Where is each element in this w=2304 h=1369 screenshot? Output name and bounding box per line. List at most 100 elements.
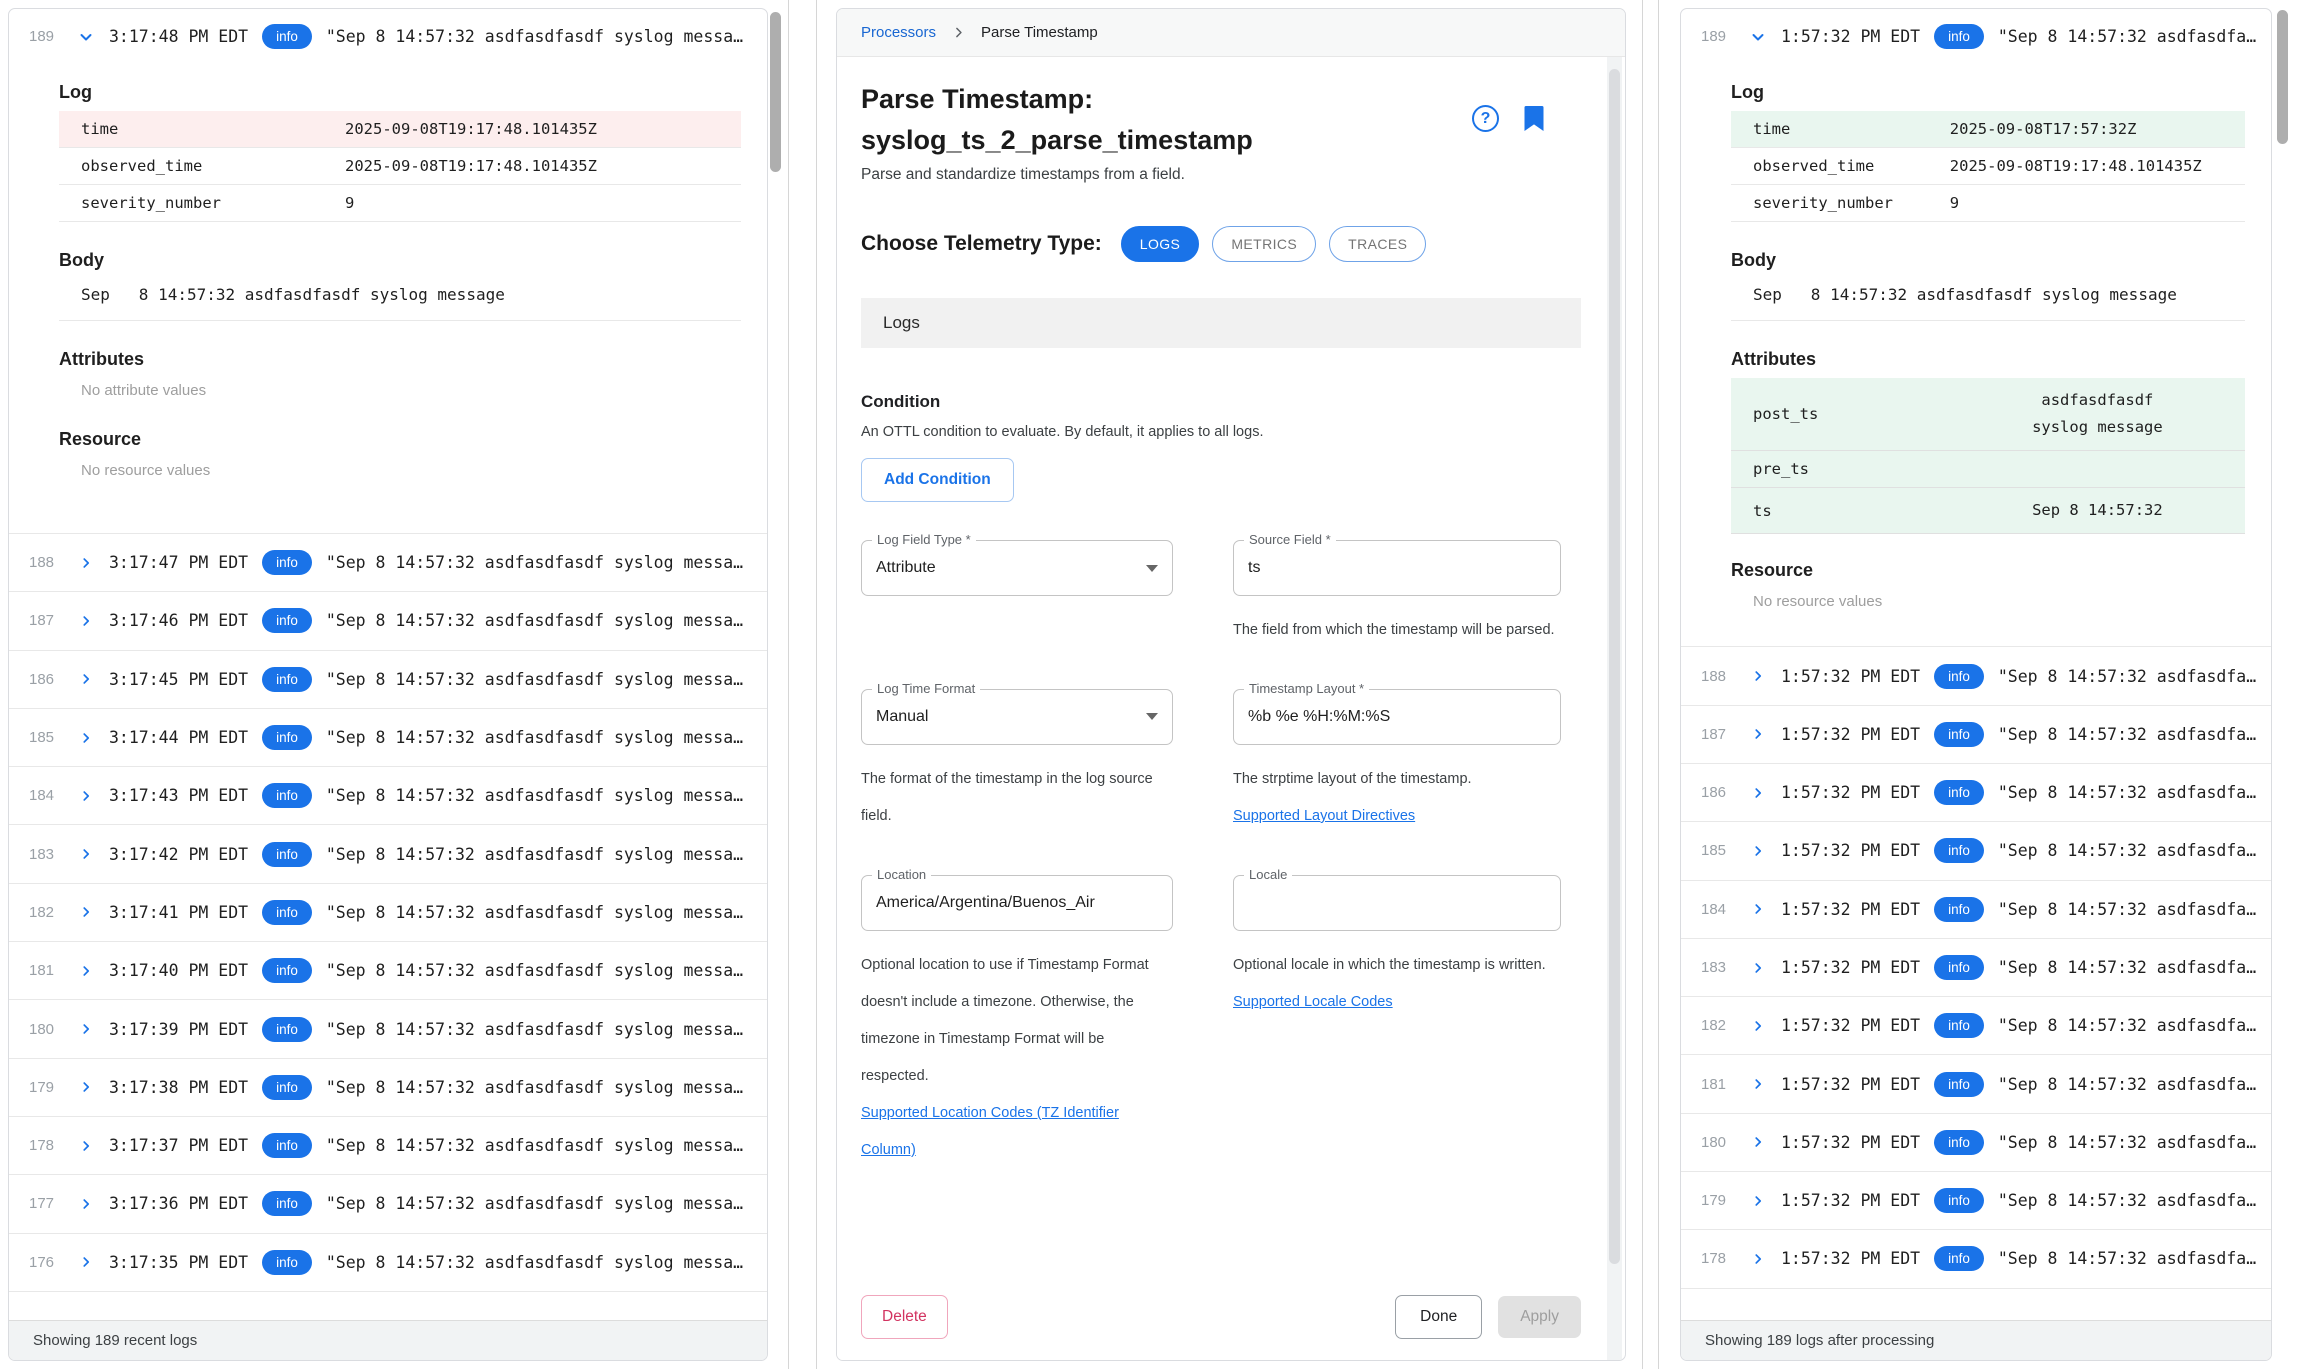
- chevron-right-icon[interactable]: [1749, 1017, 1767, 1035]
- log-entry-expanded-header[interactable]: 189 3:17:48 PM EDT info "Sep 8 14:57:32 …: [9, 9, 767, 62]
- add-condition-button[interactable]: Add Condition: [861, 458, 1014, 502]
- log-row[interactable]: 181 3:17:40 PM EDT info "Sep 8 14:57:32 …: [9, 942, 767, 1001]
- log-field-type-select[interactable]: Log Field Type * Attribute: [861, 532, 1173, 596]
- log-time: 3:17:47 PM EDT: [109, 553, 249, 573]
- supported-layout-directives-link[interactable]: Supported Layout Directives: [1233, 807, 1416, 824]
- chevron-right-icon[interactable]: [77, 1253, 95, 1271]
- locale-label: Locale: [1244, 866, 1293, 882]
- log-field-row: time 2025-09-08T19:17:48.101435Z: [59, 111, 741, 148]
- log-row[interactable]: 184 1:57:32 PM EDT info "Sep 8 14:57:32 …: [1681, 881, 2271, 939]
- chevron-right-icon[interactable]: [77, 1078, 95, 1096]
- log-row[interactable]: 182 3:17:41 PM EDT info "Sep 8 14:57:32 …: [9, 884, 767, 943]
- log-row[interactable]: 187 3:17:46 PM EDT info "Sep 8 14:57:32 …: [9, 592, 767, 651]
- log-section-heading: Log: [59, 82, 92, 102]
- log-row[interactable]: 176 3:17:35 PM EDT info "Sep 8 14:57:32 …: [9, 1234, 767, 1292]
- log-time: 3:17:39 PM EDT: [109, 1019, 249, 1039]
- editor-scrollbar[interactable]: [1607, 57, 1622, 1360]
- log-row[interactable]: 182 1:57:32 PM EDT info "Sep 8 14:57:32 …: [1681, 997, 2271, 1056]
- log-row[interactable]: 184 3:17:43 PM EDT info "Sep 8 14:57:32 …: [9, 767, 767, 826]
- locale-input[interactable]: Locale: [1233, 866, 1561, 931]
- chevron-right-icon[interactable]: [1749, 667, 1767, 685]
- log-entry-expanded-header[interactable]: 189 1:57:32 PM EDT info "Sep 8 14:57:32 …: [1681, 9, 2271, 62]
- log-row[interactable]: 177 3:17:36 PM EDT info "Sep 8 14:57:32 …: [9, 1175, 767, 1234]
- log-row[interactable]: 179 1:57:32 PM EDT info "Sep 8 14:57:32 …: [1681, 1172, 2271, 1231]
- chevron-right-icon[interactable]: [77, 1020, 95, 1038]
- chevron-down-icon[interactable]: [77, 28, 95, 46]
- chevron-right-icon[interactable]: [77, 670, 95, 688]
- delete-button[interactable]: Delete: [861, 1295, 948, 1339]
- log-row[interactable]: 188 1:57:32 PM EDT info "Sep 8 14:57:32 …: [1681, 647, 2271, 706]
- chevron-right-icon[interactable]: [1749, 1075, 1767, 1093]
- panel-splitter[interactable]: [788, 0, 789, 1369]
- chevron-right-icon[interactable]: [1749, 842, 1767, 860]
- chevron-right-icon[interactable]: [77, 845, 95, 863]
- editor-scrollbar-thumb[interactable]: [1609, 69, 1620, 1264]
- log-row[interactable]: 183 1:57:32 PM EDT info "Sep 8 14:57:32 …: [1681, 939, 2271, 998]
- chevron-right-icon[interactable]: [77, 554, 95, 572]
- log-row[interactable]: 186 1:57:32 PM EDT info "Sep 8 14:57:32 …: [1681, 764, 2271, 823]
- log-row[interactable]: 180 3:17:39 PM EDT info "Sep 8 14:57:32 …: [9, 1000, 767, 1059]
- log-row[interactable]: 179 3:17:38 PM EDT info "Sep 8 14:57:32 …: [9, 1059, 767, 1117]
- severity-badge: info: [1934, 663, 1984, 689]
- chevron-right-icon[interactable]: [77, 1137, 95, 1155]
- processed-logs-scroll[interactable]: 189 1:57:32 PM EDT info "Sep 8 14:57:32 …: [1681, 9, 2271, 1320]
- location-input[interactable]: Location America/Argentina/Buenos_Air: [861, 866, 1173, 931]
- log-row[interactable]: 186 3:17:45 PM EDT info "Sep 8 14:57:32 …: [9, 651, 767, 709]
- panel-splitter[interactable]: [816, 0, 817, 1369]
- apply-button[interactable]: Apply: [1498, 1296, 1581, 1338]
- chevron-right-icon[interactable]: [77, 612, 95, 630]
- chevron-right-icon[interactable]: [1749, 784, 1767, 802]
- telemetry-chip[interactable]: TRACES: [1329, 226, 1427, 262]
- breadcrumb-processors-link[interactable]: Processors: [861, 24, 937, 41]
- log-row[interactable]: 187 1:57:32 PM EDT info "Sep 8 14:57:32 …: [1681, 706, 2271, 764]
- chevron-down-icon[interactable]: [1749, 28, 1767, 46]
- log-row[interactable]: 188 3:17:47 PM EDT info "Sep 8 14:57:32 …: [9, 534, 767, 593]
- log-row[interactable]: 181 1:57:32 PM EDT info "Sep 8 14:57:32 …: [1681, 1055, 2271, 1114]
- field-value: 9: [1949, 194, 1960, 212]
- log-row[interactable]: 183 3:17:42 PM EDT info "Sep 8 14:57:32 …: [9, 825, 767, 884]
- chevron-right-icon: [952, 26, 965, 39]
- panel-splitter[interactable]: [1658, 0, 1659, 1369]
- chevron-right-icon[interactable]: [1749, 725, 1767, 743]
- log-message: "Sep 8 14:57:32 asdfasdfasdf syslog mess…: [325, 961, 753, 981]
- right-scrollbar-thumb[interactable]: [2277, 10, 2288, 144]
- processed-logs-count: Showing 189 logs after processing: [1705, 1332, 1935, 1349]
- log-row[interactable]: 180 1:57:32 PM EDT info "Sep 8 14:57:32 …: [1681, 1114, 2271, 1173]
- recent-logs-footer: Showing 189 recent logs: [9, 1320, 767, 1360]
- supported-locale-codes-link[interactable]: Supported Locale Codes: [1233, 993, 1393, 1010]
- caret-down-icon: [1146, 564, 1158, 572]
- chevron-right-icon[interactable]: [1749, 1133, 1767, 1151]
- supported-location-codes-link[interactable]: Supported Location Codes (TZ Identifier …: [861, 1104, 1119, 1158]
- left-scrollbar-thumb[interactable]: [770, 12, 781, 172]
- field-value: 2025-09-08T19:17:48.101435Z: [345, 120, 597, 138]
- log-index: 188: [1701, 667, 1727, 685]
- log-detail: Log time 2025-09-08T17:57:32Z observed_t…: [1681, 82, 2271, 622]
- help-icon[interactable]: ?: [1472, 105, 1499, 132]
- log-row[interactable]: 185 1:57:32 PM EDT info "Sep 8 14:57:32 …: [1681, 822, 2271, 881]
- attribute-key: pre_ts: [1753, 460, 1809, 479]
- log-row[interactable]: 185 3:17:44 PM EDT info "Sep 8 14:57:32 …: [9, 709, 767, 768]
- chevron-right-icon[interactable]: [77, 787, 95, 805]
- recent-logs-scroll[interactable]: 189 3:17:48 PM EDT info "Sep 8 14:57:32 …: [9, 9, 767, 1320]
- log-row[interactable]: 178 1:57:32 PM EDT info "Sep 8 14:57:32 …: [1681, 1230, 2271, 1289]
- chevron-right-icon[interactable]: [77, 1195, 95, 1213]
- source-field-input[interactable]: Source Field * ts: [1233, 532, 1561, 596]
- timestamp-layout-input[interactable]: Timestamp Layout * %b %e %H:%M:%S: [1233, 680, 1561, 745]
- chevron-right-icon[interactable]: [77, 903, 95, 921]
- telemetry-chip[interactable]: METRICS: [1212, 226, 1317, 262]
- chevron-right-icon[interactable]: [1749, 1192, 1767, 1210]
- done-button[interactable]: Done: [1395, 1295, 1483, 1339]
- severity-badge: info: [262, 841, 312, 867]
- log-time: 3:17:45 PM EDT: [109, 669, 249, 689]
- chevron-right-icon[interactable]: [1749, 900, 1767, 918]
- telemetry-chip[interactable]: LOGS: [1120, 226, 1200, 262]
- log-row[interactable]: 178 3:17:37 PM EDT info "Sep 8 14:57:32 …: [9, 1117, 767, 1176]
- severity-badge: info: [262, 1074, 312, 1100]
- chevron-right-icon[interactable]: [77, 962, 95, 980]
- chevron-right-icon[interactable]: [1749, 959, 1767, 977]
- chevron-right-icon[interactable]: [77, 729, 95, 747]
- panel-splitter[interactable]: [1642, 0, 1643, 1369]
- log-time-format-select[interactable]: Log Time Format Manual: [861, 680, 1173, 745]
- chevron-right-icon[interactable]: [1749, 1250, 1767, 1268]
- bookmark-icon[interactable]: [1523, 105, 1545, 138]
